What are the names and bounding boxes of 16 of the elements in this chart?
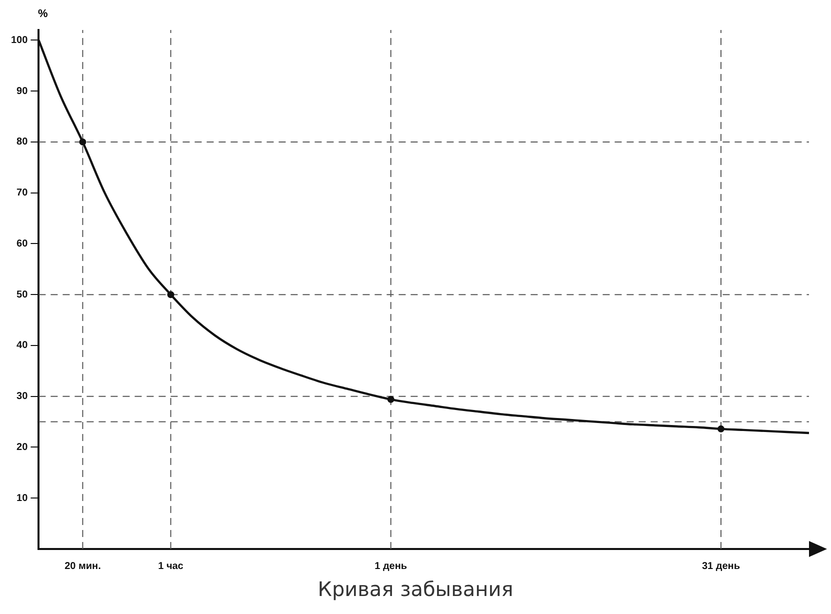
y-tick-label: 100: [10, 34, 28, 46]
x-tick-label: 1 день: [374, 560, 408, 572]
y-tick-label: 70: [16, 188, 28, 199]
y-tick-label: 30: [16, 391, 28, 402]
x-tick-label: 1 час: [158, 560, 184, 572]
y-tick-label: 50: [16, 289, 28, 300]
y-tick-label: 90: [16, 86, 28, 97]
text: Кривая забывания: [316, 577, 514, 601]
y-tick-label: 10: [16, 492, 28, 504]
y-tick-label: 60: [16, 238, 28, 250]
x-tick-label: 31 день: [702, 560, 740, 572]
y-axis-title: %: [38, 8, 48, 20]
y-tick-label: 80: [16, 136, 28, 148]
y-tick-label: 40: [16, 340, 28, 352]
x-tick-label: 20 мин.: [64, 560, 102, 572]
y-tick-label: 20: [16, 442, 28, 453]
